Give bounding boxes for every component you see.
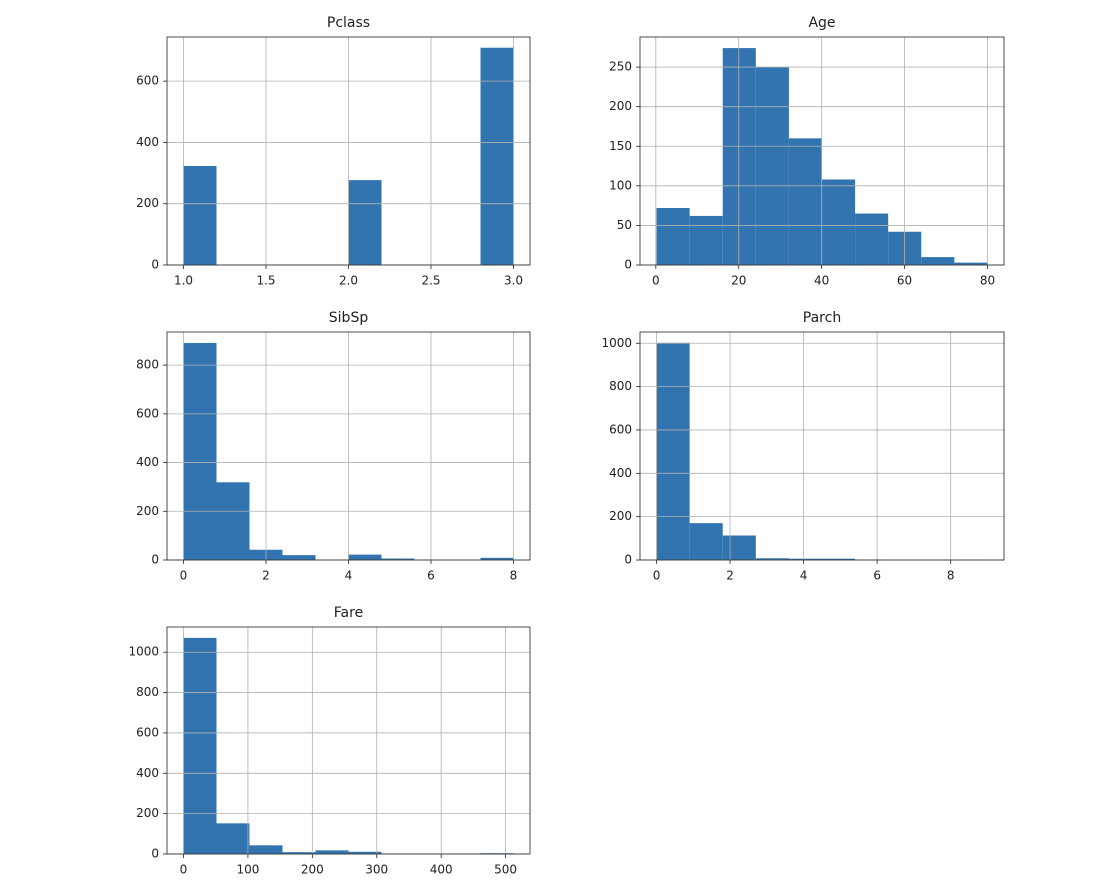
y-tick-label: 600: [609, 422, 632, 436]
y-tick-label: 200: [136, 196, 159, 210]
y-tick-label: 400: [609, 466, 632, 480]
y-tick-label: 800: [609, 379, 632, 393]
x-tick-label: 40: [814, 274, 829, 288]
bar: [788, 138, 822, 265]
y-tick-label: 0: [151, 847, 159, 861]
y-tick-label: 400: [136, 455, 159, 469]
bar: [480, 557, 514, 560]
bar: [954, 262, 988, 265]
x-tick-label: 1.5: [256, 274, 275, 288]
x-tick-label: 3.0: [504, 274, 523, 288]
x-tick-label: 80: [980, 274, 995, 288]
y-tick-label: 800: [136, 685, 159, 699]
x-tick-label: 0: [652, 274, 660, 288]
chart-title: Pclass: [327, 15, 370, 31]
chart-title: Fare: [334, 605, 363, 621]
y-tick-label: 50: [617, 218, 632, 232]
bar: [315, 850, 349, 854]
bar: [921, 257, 955, 265]
x-tick-label: 6: [873, 569, 881, 583]
x-tick-label: 100: [236, 863, 259, 877]
y-tick-label: 200: [609, 99, 632, 113]
y-tick-label: 150: [609, 139, 632, 153]
x-tick-label: 0: [180, 863, 188, 877]
bar: [183, 342, 217, 560]
bar: [689, 523, 723, 560]
bar: [282, 852, 316, 854]
y-tick-label: 600: [136, 725, 159, 739]
y-tick-label: 0: [624, 258, 632, 272]
bar: [788, 558, 822, 560]
x-tick-label: 2.0: [339, 274, 358, 288]
x-tick-label: 60: [897, 274, 912, 288]
y-tick-label: 200: [609, 509, 632, 523]
y-tick-label: 800: [136, 358, 159, 372]
x-tick-label: 2.5: [421, 274, 440, 288]
y-tick-label: 1000: [128, 645, 159, 659]
x-tick-label: 2: [726, 569, 734, 583]
x-tick-label: 4: [345, 569, 353, 583]
chart-title: Parch: [803, 310, 841, 326]
bar: [348, 851, 382, 854]
bar: [689, 215, 723, 265]
y-tick-label: 0: [151, 258, 159, 272]
y-tick-label: 0: [151, 553, 159, 567]
x-tick-label: 400: [430, 863, 453, 877]
bar: [480, 853, 514, 854]
bar: [722, 48, 756, 266]
bar: [216, 823, 250, 854]
axes-frame: [166, 331, 531, 561]
bar: [656, 342, 690, 560]
axes-frame: [639, 36, 1005, 266]
bar: [348, 554, 382, 560]
x-tick-label: 1.0: [174, 274, 193, 288]
x-tick-label: 300: [365, 863, 388, 877]
bar: [855, 213, 889, 265]
axes-frame: [639, 331, 1005, 561]
bar: [249, 845, 283, 854]
bar: [381, 558, 415, 560]
x-tick-label: 4: [800, 569, 808, 583]
chart-title: SibSp: [329, 310, 369, 326]
bar: [755, 67, 789, 265]
chart-title: Age: [808, 15, 835, 31]
x-tick-label: 8: [510, 569, 518, 583]
bar: [722, 535, 756, 560]
bar: [656, 208, 690, 265]
y-tick-label: 200: [136, 504, 159, 518]
x-tick-label: 200: [301, 863, 324, 877]
y-tick-label: 250: [609, 60, 632, 74]
bar: [348, 180, 382, 265]
bar: [480, 47, 514, 266]
y-tick-label: 400: [136, 766, 159, 780]
bar: [755, 558, 789, 560]
y-tick-label: 100: [609, 178, 632, 192]
x-tick-label: 500: [494, 863, 517, 877]
bar: [822, 179, 856, 265]
bar: [282, 555, 316, 560]
axes-frame: [166, 626, 531, 855]
x-tick-label: 0: [653, 569, 661, 583]
y-tick-label: 400: [136, 135, 159, 149]
x-tick-label: 8: [947, 569, 955, 583]
bar: [183, 166, 217, 265]
y-tick-label: 1000: [601, 336, 632, 350]
axes-frame: [166, 36, 531, 266]
y-tick-label: 600: [136, 74, 159, 88]
y-tick-label: 200: [136, 806, 159, 820]
y-tick-label: 0: [624, 553, 632, 567]
x-tick-label: 2: [262, 569, 270, 583]
bar: [183, 637, 217, 854]
y-tick-label: 600: [136, 406, 159, 420]
bar: [822, 558, 856, 560]
bar: [216, 482, 250, 560]
x-tick-label: 6: [427, 569, 435, 583]
x-tick-label: 20: [731, 274, 746, 288]
x-tick-label: 0: [180, 569, 188, 583]
